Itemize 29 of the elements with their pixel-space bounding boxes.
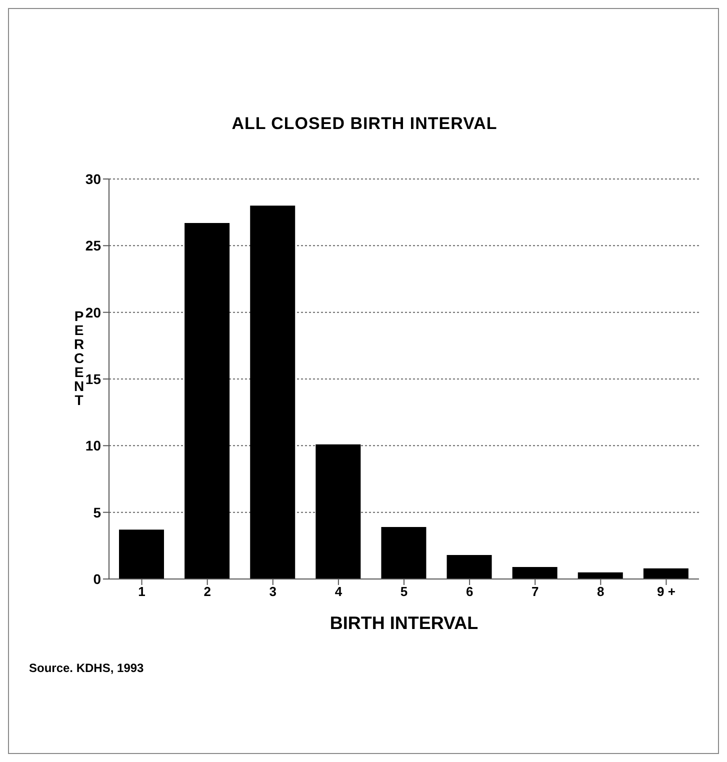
chart-title: ALL CLOSED BIRTH INTERVAL (230, 114, 498, 134)
x-tick-label: 2 (204, 584, 211, 600)
y-tick-label: 15 (85, 370, 102, 387)
y-tick-label: 5 (93, 504, 102, 520)
source-note: Source. KDHS, 1993 (29, 661, 144, 675)
x-tick-label: 4 (334, 584, 343, 600)
y-tick-label: 0 (93, 570, 102, 587)
x-tick-label: 1 (138, 584, 146, 600)
bar (381, 527, 426, 579)
bar (643, 568, 688, 579)
x-tick-label: 6 (466, 584, 474, 600)
bar (578, 572, 623, 579)
bar (446, 555, 492, 579)
bar (316, 444, 361, 579)
x-tick-label: 7 (531, 584, 539, 600)
x-tick-label: 9 + (657, 584, 676, 600)
y-tick-label: 30 (85, 170, 102, 187)
bar (250, 206, 296, 579)
y-tick-label: 20 (85, 304, 102, 320)
y-axis-title: PERCENT (72, 308, 86, 408)
y-tick-label: 10 (85, 438, 102, 454)
x-tick-label: 5 (400, 584, 408, 600)
x-axis-title: BIRTH INTERVAL (330, 613, 478, 633)
bar (119, 530, 164, 579)
bar (512, 567, 558, 579)
x-tick-label: 3 (269, 584, 277, 600)
y-tick-label: 25 (85, 238, 102, 254)
bar (184, 223, 230, 579)
x-tick-label: 8 (597, 584, 604, 600)
